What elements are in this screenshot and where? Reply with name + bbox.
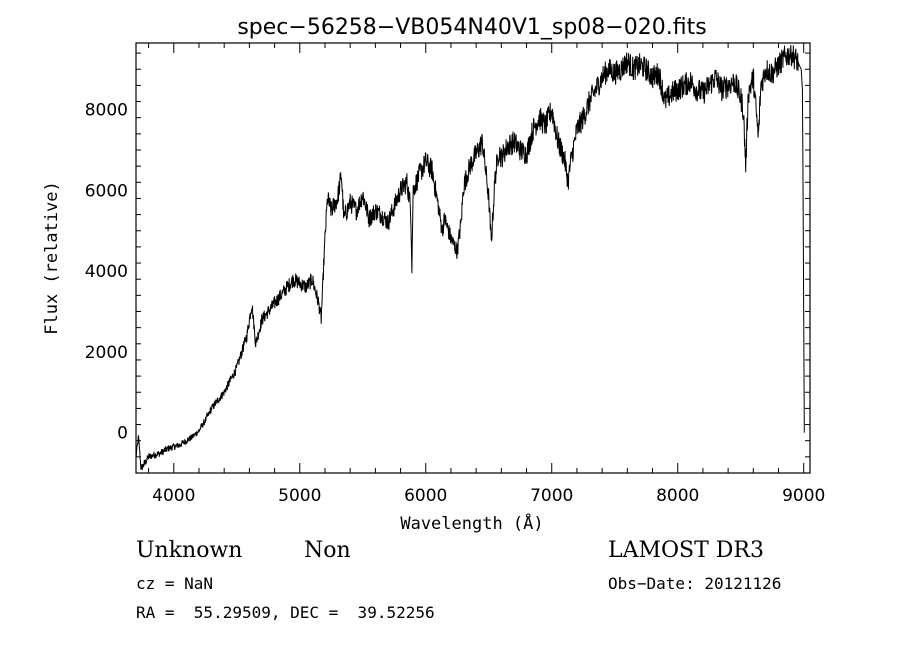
subclass-label: Non <box>304 538 351 563</box>
chart-title: spec−56258−VB054N40V1_sp08−020.fits <box>237 15 706 40</box>
obs-date: Obs−Date: 20121126 <box>608 574 782 593</box>
x-tick-label: 4000 <box>152 486 195 506</box>
y-axis-label: Flux (relative) <box>42 181 62 335</box>
spectrum-line <box>135 44 805 470</box>
plot-frame <box>135 42 811 474</box>
y-tick-label: 0 <box>117 424 128 444</box>
y-tick-label: 8000 <box>85 101 128 121</box>
y-tick-label: 4000 <box>85 262 128 282</box>
coordinates: RA = 55.29509, DEC = 39.52256 <box>136 603 435 622</box>
x-tick-label: 5000 <box>278 486 321 506</box>
x-tick-label: 8000 <box>656 486 699 506</box>
y-axis: 0 2000 4000 6000 8000 <box>85 52 810 474</box>
cz-value: cz = NaN <box>136 574 214 593</box>
x-tick-label: 7000 <box>530 486 573 506</box>
x-axis-label: Wavelength (Å) <box>400 512 543 534</box>
y-tick-label: 2000 <box>85 343 128 363</box>
x-axis: 4000 5000 6000 7000 8000 9000 <box>148 43 825 506</box>
x-tick-label: 9000 <box>782 486 825 506</box>
class-label: Unknown <box>136 538 243 563</box>
x-tick-label: 6000 <box>404 486 447 506</box>
y-tick-label: 6000 <box>85 181 128 201</box>
survey-label: LAMOST DR3 <box>608 538 764 563</box>
